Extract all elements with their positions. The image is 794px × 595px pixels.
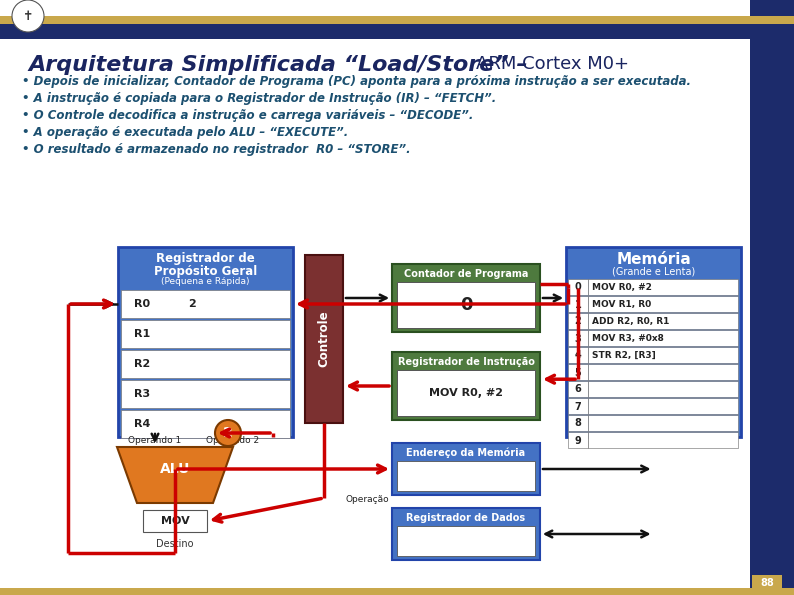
Text: Memória: Memória: [616, 252, 691, 267]
Bar: [568, 313, 588, 329]
Bar: [588, 398, 738, 414]
Bar: [118, 247, 293, 437]
Text: • Depois de inicializar, Contador de Programa (PC) aponta para a próxima instruç: • Depois de inicializar, Contador de Pro…: [22, 75, 691, 88]
Text: Registrador de Instrução: Registrador de Instrução: [398, 357, 534, 367]
Text: Destino: Destino: [156, 539, 194, 549]
Bar: [750, 0, 794, 595]
Bar: [397, 526, 535, 556]
Bar: [121, 350, 290, 378]
Bar: [0, 588, 794, 595]
Bar: [392, 352, 540, 420]
Bar: [121, 320, 290, 348]
Text: 4: 4: [575, 350, 581, 361]
Text: 1: 1: [575, 299, 581, 309]
Text: R3: R3: [134, 389, 150, 399]
Text: 0: 0: [575, 283, 581, 293]
Bar: [143, 510, 207, 532]
Text: Operação: Operação: [345, 494, 388, 503]
Text: • A instrução é copiada para o Registrador de Instrução (IR) – “FETCH”.: • A instrução é copiada para o Registrad…: [22, 92, 496, 105]
Circle shape: [12, 0, 44, 32]
Text: 2: 2: [575, 317, 581, 327]
Text: Arquitetura Simplificada “Load/Store” –: Arquitetura Simplificada “Load/Store” –: [28, 55, 535, 75]
Text: Registrador de Dados: Registrador de Dados: [407, 513, 526, 523]
Text: STR R2, [R3]: STR R2, [R3]: [592, 351, 656, 360]
Text: Controle: Controle: [318, 311, 330, 367]
Text: MOV R3, #0x8: MOV R3, #0x8: [592, 334, 664, 343]
Text: • A operação é executada pelo ALU – “EXECUTE”.: • A operação é executada pelo ALU – “EXE…: [22, 126, 349, 139]
Bar: [568, 398, 588, 414]
Bar: [588, 313, 738, 329]
Text: ✝: ✝: [23, 10, 33, 23]
Bar: [305, 255, 343, 423]
Bar: [568, 364, 588, 380]
Bar: [588, 279, 738, 295]
Bar: [588, 296, 738, 312]
Bar: [121, 290, 290, 318]
Bar: [392, 508, 540, 560]
Bar: [588, 432, 738, 448]
Text: R2: R2: [134, 359, 150, 369]
Text: • O resultado é armazenado no registrador  R0 – “STORE”.: • O resultado é armazenado no registrado…: [22, 143, 410, 156]
Text: ALU: ALU: [160, 462, 191, 476]
Bar: [588, 347, 738, 363]
Bar: [588, 330, 738, 346]
Text: (Pequena e Rápida): (Pequena e Rápida): [161, 277, 250, 286]
Text: MOV: MOV: [160, 516, 190, 526]
Text: R0: R0: [134, 299, 150, 309]
Text: Propósito Geral: Propósito Geral: [154, 265, 257, 278]
Text: Operando 2: Operando 2: [206, 436, 260, 445]
Bar: [392, 443, 540, 495]
Bar: [397, 282, 535, 328]
Text: (Grande e Lenta): (Grande e Lenta): [612, 267, 695, 277]
Text: MOV R0, #2: MOV R0, #2: [429, 388, 503, 398]
Bar: [568, 296, 588, 312]
Bar: [397, 461, 535, 491]
Text: ARM Cortex M0+: ARM Cortex M0+: [476, 55, 629, 73]
Bar: [0, 24, 794, 39]
Text: • O Controle decodifica a instrução e carrega variáveis – “DECODE”.: • O Controle decodifica a instrução e ca…: [22, 109, 473, 122]
Text: 88: 88: [760, 578, 774, 588]
Text: 9: 9: [575, 436, 581, 446]
Bar: [0, 16, 794, 24]
Bar: [588, 381, 738, 397]
Text: 0: 0: [460, 296, 472, 314]
Text: Registrador de: Registrador de: [156, 252, 255, 265]
Bar: [568, 347, 588, 363]
Bar: [568, 279, 588, 295]
Bar: [588, 364, 738, 380]
Bar: [752, 575, 782, 591]
Text: 5: 5: [575, 368, 581, 377]
Bar: [392, 264, 540, 332]
Circle shape: [215, 420, 241, 446]
Text: MOV R1, R0: MOV R1, R0: [592, 300, 651, 309]
Bar: [121, 380, 290, 408]
Polygon shape: [117, 447, 233, 503]
Text: R1: R1: [134, 329, 150, 339]
Bar: [121, 410, 290, 438]
Text: MOV R0, #2: MOV R0, #2: [592, 283, 652, 292]
Bar: [568, 415, 588, 431]
Text: 6: 6: [575, 384, 581, 394]
Bar: [566, 247, 741, 437]
Text: ADD R2, R0, R1: ADD R2, R0, R1: [592, 317, 669, 326]
Text: 3: 3: [575, 334, 581, 343]
Text: Endereço da Memória: Endereço da Memória: [407, 448, 526, 459]
Bar: [568, 330, 588, 346]
Text: Contador de Programa: Contador de Programa: [404, 269, 528, 279]
Bar: [397, 370, 535, 416]
Bar: [568, 432, 588, 448]
Text: 8: 8: [575, 418, 581, 428]
Text: 7: 7: [575, 402, 581, 412]
Text: 2: 2: [223, 426, 233, 440]
Bar: [588, 415, 738, 431]
Text: 2: 2: [188, 299, 196, 309]
Text: Operando 1: Operando 1: [129, 436, 182, 445]
Text: R4: R4: [134, 419, 150, 429]
Bar: [568, 381, 588, 397]
